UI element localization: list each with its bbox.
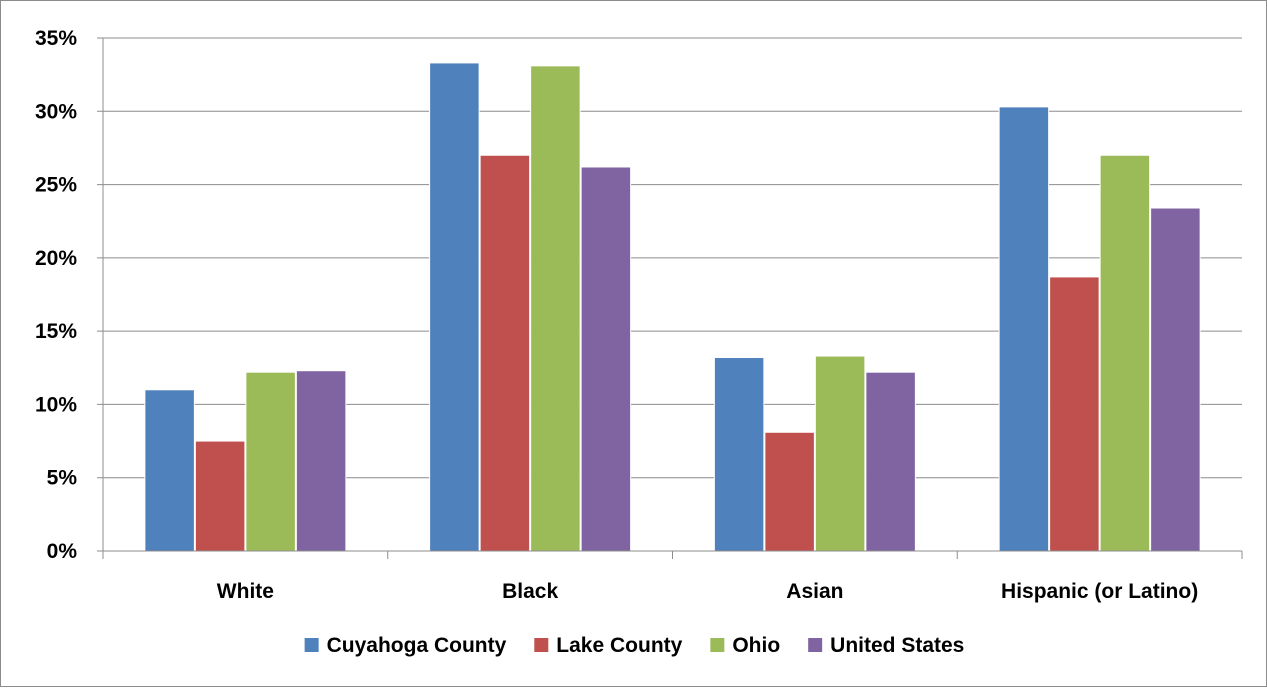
bar-ohio	[530, 65, 581, 552]
legend-label: Lake County	[556, 634, 682, 657]
legend-label: Cuyahoga County	[327, 634, 507, 657]
y-tick-label: 5%	[47, 467, 78, 490]
y-axis-ticks: 0% 5% 10% 15% 20% 25% 30% 35%	[35, 27, 77, 563]
bar-united-states	[295, 370, 347, 552]
bar-lake-county	[479, 154, 531, 552]
bar-lake-county	[764, 431, 815, 552]
y-tick-label: 35%	[35, 27, 77, 50]
bar-ohio	[245, 371, 296, 552]
y-tick-label: 25%	[35, 174, 77, 197]
bars	[144, 62, 1201, 552]
x-category-label: Asian	[786, 580, 843, 603]
legend-label: United States	[830, 634, 964, 657]
bar-united-states	[865, 371, 916, 552]
bar-lake-county	[1049, 276, 1100, 552]
legend-swatch	[808, 638, 823, 652]
x-axis: White Black Asian Hispanic (or Latino)	[102, 38, 1243, 603]
y-tick-label: 20%	[35, 247, 77, 270]
y-tick-label: 30%	[35, 100, 77, 123]
legend-swatch	[710, 638, 725, 652]
y-tick-label: 0%	[47, 540, 78, 563]
legend-item: Lake County	[534, 634, 683, 657]
x-category-label: Hispanic (or Latino)	[1001, 580, 1198, 603]
bar-united-states	[580, 166, 632, 552]
legend: Cuyahoga County Lake County Ohio United Sta…	[304, 634, 964, 657]
y-tick-label: 15%	[35, 320, 77, 343]
y-tick-label: 10%	[35, 393, 77, 416]
bar-cuyahoga-county	[713, 357, 765, 552]
bar-cuyahoga-county	[429, 62, 480, 552]
legend-item: Ohio	[710, 634, 780, 657]
bar-cuyahoga-county	[144, 389, 195, 552]
legend-swatch	[304, 638, 319, 652]
bar-ohio	[814, 355, 866, 552]
x-category-label: White	[217, 580, 274, 603]
legend-label: Ohio	[732, 634, 780, 657]
bar-cuyahoga-county	[998, 106, 1050, 552]
legend-swatch	[534, 638, 549, 652]
bar-ohio	[1099, 154, 1151, 552]
bar-lake-county	[194, 440, 246, 552]
legend-item: United States	[808, 634, 964, 657]
legend-item: Cuyahoga County	[304, 634, 507, 657]
bar-united-states	[1150, 207, 1201, 552]
x-category-label: Black	[502, 580, 558, 603]
